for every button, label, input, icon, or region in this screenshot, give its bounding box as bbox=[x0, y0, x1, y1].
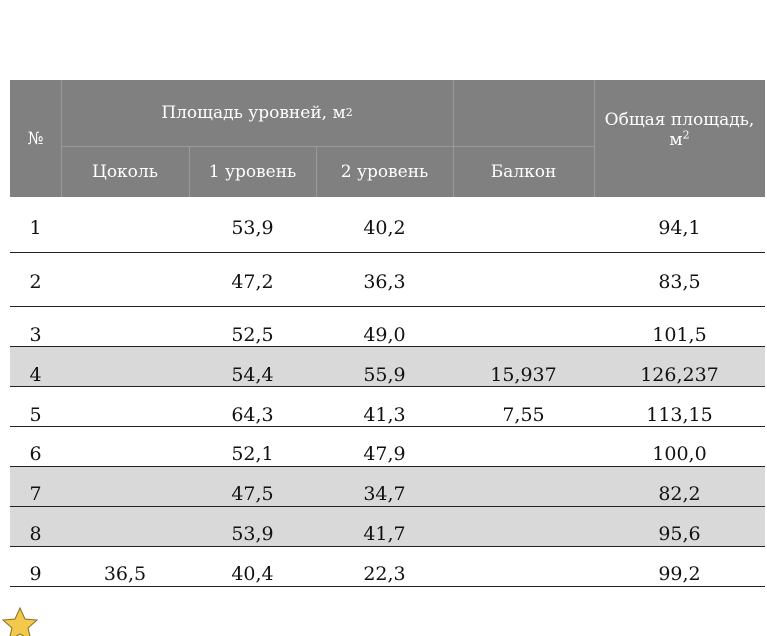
cell-l2: 40,2 bbox=[363, 217, 406, 239]
cell-total: 82,2 bbox=[658, 483, 701, 505]
cell-total: 101,5 bbox=[652, 324, 707, 346]
star-icon bbox=[1, 606, 39, 636]
cell-n: 1 bbox=[29, 217, 42, 239]
cell-total: 100,0 bbox=[652, 443, 707, 465]
cell-l2: 41,7 bbox=[363, 523, 406, 545]
cell-l2: 49,0 bbox=[363, 324, 406, 346]
cell-l1: 47,5 bbox=[231, 483, 274, 505]
table-row: 9 36,5 40,4 22,3 99,2 bbox=[10, 547, 765, 587]
cell-n: 9 bbox=[29, 563, 42, 585]
cell-l2: 47,9 bbox=[363, 443, 406, 465]
cell-n: 6 bbox=[29, 443, 42, 465]
header-level-1: 1 уровень bbox=[208, 162, 297, 182]
cell-l2: 55,9 bbox=[363, 364, 406, 386]
cell-total: 99,2 bbox=[658, 563, 701, 585]
cell-n: 7 bbox=[29, 483, 42, 505]
table-row: 7 47,5 34,7 82,2 bbox=[10, 467, 765, 507]
cell-l1: 40,4 bbox=[231, 563, 274, 585]
table-row: 3 52,5 49,0 101,5 bbox=[10, 307, 765, 347]
cell-l1: 52,1 bbox=[231, 443, 274, 465]
header-total-area: Общая площадь, м2 bbox=[604, 110, 755, 150]
cell-l2: 41,3 bbox=[363, 404, 406, 426]
cell-n: 2 bbox=[29, 271, 42, 293]
table-row: 8 53,9 41,7 95,6 bbox=[10, 507, 765, 547]
cell-total: 94,1 bbox=[658, 217, 701, 239]
cell-l1: 53,9 bbox=[231, 217, 274, 239]
cell-l2: 36,3 bbox=[363, 271, 406, 293]
cell-total: 126,237 bbox=[640, 364, 719, 386]
cell-l2: 22,3 bbox=[363, 563, 406, 585]
table-row: 5 64,3 41,3 7,55 113,15 bbox=[10, 387, 765, 427]
header-level-2: 2 уровень bbox=[340, 162, 429, 182]
cell-balcony: 15,937 bbox=[490, 364, 557, 386]
cell-total: 113,15 bbox=[646, 404, 713, 426]
table-row: 1 53,9 40,2 94,1 bbox=[10, 197, 765, 253]
cell-l1: 53,9 bbox=[231, 523, 274, 545]
header-number: № bbox=[27, 128, 44, 149]
header-base: Цоколь bbox=[92, 162, 158, 182]
cell-l1: 52,5 bbox=[231, 324, 274, 346]
cell-l1: 47,2 bbox=[231, 271, 274, 293]
cell-total: 83,5 bbox=[658, 271, 701, 293]
cell-base: 36,5 bbox=[103, 563, 147, 585]
cell-n: 3 bbox=[29, 324, 42, 346]
cell-n: 4 bbox=[29, 364, 42, 386]
header-balcony: Балкон bbox=[490, 162, 557, 182]
cell-n: 5 bbox=[29, 404, 42, 426]
cell-balcony: 7,55 bbox=[502, 404, 545, 426]
table-row: 2 47,2 36,3 83,5 bbox=[10, 253, 765, 307]
table-row: 6 52,1 47,9 100,0 bbox=[10, 427, 765, 467]
cell-l1: 64,3 bbox=[231, 404, 274, 426]
cell-l1: 54,4 bbox=[231, 364, 274, 386]
cell-total: 95,6 bbox=[658, 523, 701, 545]
table-row: 4 54,4 55,9 15,937 126,237 bbox=[10, 347, 765, 387]
cell-n: 8 bbox=[29, 523, 42, 545]
cell-l2: 34,7 bbox=[363, 483, 406, 505]
